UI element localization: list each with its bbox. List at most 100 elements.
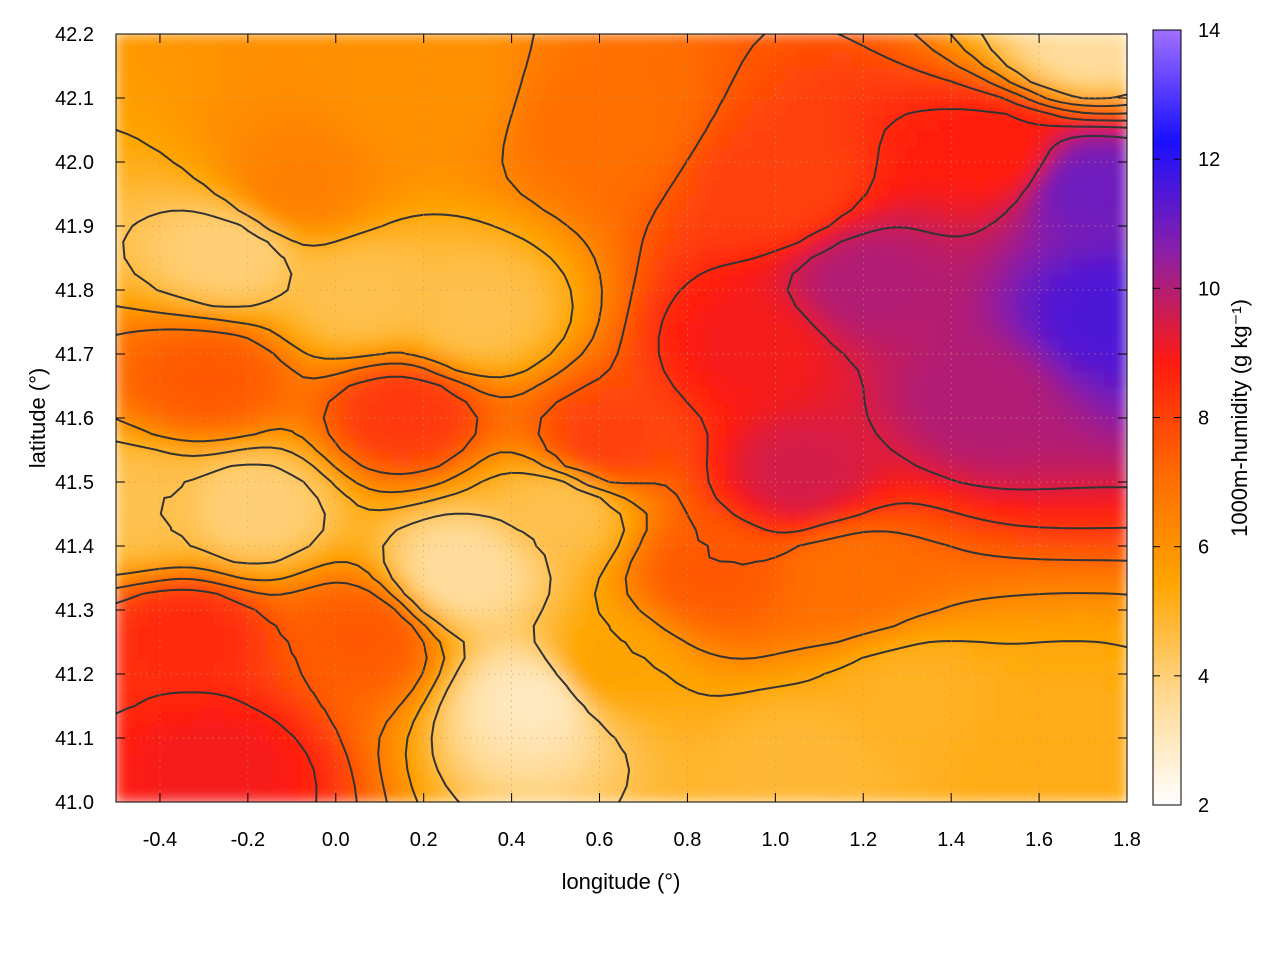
heatmap-cell: [268, 657, 282, 675]
heatmap-cell: [1005, 785, 1019, 802]
heatmap-cell: [158, 641, 172, 659]
colorbar-tick-label: 4: [1198, 666, 1209, 688]
heatmap-cell: [367, 657, 381, 675]
heatmap-cell: [169, 705, 183, 723]
heatmap-cell: [906, 737, 920, 755]
heatmap-cell: [807, 689, 821, 707]
heatmap-cell: [763, 673, 777, 691]
heatmap-cell: [950, 689, 964, 707]
heatmap-cell: [939, 673, 953, 691]
heatmap-cell: [521, 753, 535, 771]
heatmap-cell: [488, 753, 502, 771]
heatmap-cell: [147, 641, 161, 659]
heatmap-cell: [862, 785, 876, 802]
heatmap-cell: [521, 785, 535, 802]
heatmap-cell: [213, 673, 227, 691]
heatmap-cell: [785, 737, 799, 755]
heatmap-cell: [116, 673, 128, 691]
heatmap-area: [116, 34, 1127, 802]
heatmap-cell: [1115, 753, 1127, 771]
heatmap-cell: [862, 737, 876, 755]
heatmap-cell: [323, 673, 337, 691]
heatmap-cell: [1038, 737, 1052, 755]
heatmap-cell: [950, 785, 964, 802]
heatmap-cell: [323, 657, 337, 675]
heatmap-cell: [1115, 497, 1127, 515]
heatmap-cell: [411, 769, 425, 787]
heatmap-cell: [906, 721, 920, 739]
heatmap-cell: [147, 769, 161, 787]
heatmap-cell: [158, 657, 172, 675]
heatmap-cell: [818, 785, 832, 802]
heatmap-cell: [444, 689, 458, 707]
heatmap-cell: [246, 737, 260, 755]
heatmap-cell: [939, 753, 953, 771]
heatmap-cell: [378, 689, 392, 707]
heatmap-cell: [1104, 737, 1118, 755]
heatmap-cell: [521, 689, 535, 707]
heatmap-cell: [378, 673, 392, 691]
heatmap-cell: [961, 721, 975, 739]
heatmap-cell: [1071, 785, 1085, 802]
y-tick-label: 41.3: [55, 600, 94, 622]
heatmap-cell: [752, 657, 766, 675]
heatmap-cell: [983, 689, 997, 707]
heatmap-cell: [807, 721, 821, 739]
heatmap-cell: [521, 705, 535, 723]
heatmap-cell: [543, 721, 557, 739]
heatmap-cell: [752, 753, 766, 771]
heatmap-cell: [1115, 449, 1127, 467]
heatmap-cell: [785, 689, 799, 707]
heatmap-cell: [1049, 737, 1063, 755]
heatmap-cell: [774, 657, 788, 675]
colorbar-tick-label: 10: [1198, 278, 1220, 300]
heatmap-cell: [697, 769, 711, 787]
heatmap-cell: [565, 737, 579, 755]
heatmap-cell: [774, 737, 788, 755]
heatmap-cell: [796, 689, 810, 707]
heatmap-cell: [675, 721, 689, 739]
heatmap-cell: [884, 721, 898, 739]
heatmap-cell: [116, 705, 128, 723]
heatmap-cell: [719, 657, 733, 675]
heatmap-cell: [884, 673, 898, 691]
heatmap-cell: [1115, 161, 1127, 179]
heatmap-cell: [609, 673, 623, 691]
heatmap-cell: [587, 721, 601, 739]
heatmap-cell: [796, 769, 810, 787]
heatmap-cell: [906, 705, 920, 723]
heatmap-cell: [939, 657, 953, 675]
heatmap-cell: [180, 753, 194, 771]
heatmap-cell: [554, 753, 568, 771]
heatmap-cell: [719, 673, 733, 691]
heatmap-cell: [499, 673, 513, 691]
y-tick-labels: 41.0 41.1 41.2 41.3 41.4 41.5 41.6 41.7 41.8 41.9…: [55, 24, 94, 814]
heatmap-cell: [807, 657, 821, 675]
heatmap-cell: [257, 753, 271, 771]
heatmap-cell: [950, 753, 964, 771]
heatmap-cell: [455, 705, 469, 723]
heatmap-cell: [279, 785, 293, 802]
heatmap-cell: [1104, 785, 1118, 802]
heatmap-cell: [1027, 657, 1041, 675]
heatmap-cell: [895, 753, 909, 771]
x-tick-label: 0.8: [674, 829, 702, 851]
heatmap-cell: [972, 657, 986, 675]
heatmap-cell: [356, 705, 370, 723]
heatmap-cell: [290, 689, 304, 707]
heatmap-cell: [323, 769, 337, 787]
x-tick-label: 0.4: [498, 829, 526, 851]
heatmap-cell: [785, 769, 799, 787]
heatmap-cell: [1060, 705, 1074, 723]
heatmap-cell: [697, 657, 711, 675]
heatmap-cell: [246, 657, 260, 675]
heatmap-cell: [433, 689, 447, 707]
heatmap-cell: [730, 737, 744, 755]
heatmap-cell: [301, 673, 315, 691]
heatmap-cell: [1093, 721, 1107, 739]
heatmap-cell: [1104, 753, 1118, 771]
heatmap-cell: [1115, 369, 1127, 387]
heatmap-cell: [950, 721, 964, 739]
heatmap-cell: [730, 721, 744, 739]
heatmap-cell: [939, 737, 953, 755]
